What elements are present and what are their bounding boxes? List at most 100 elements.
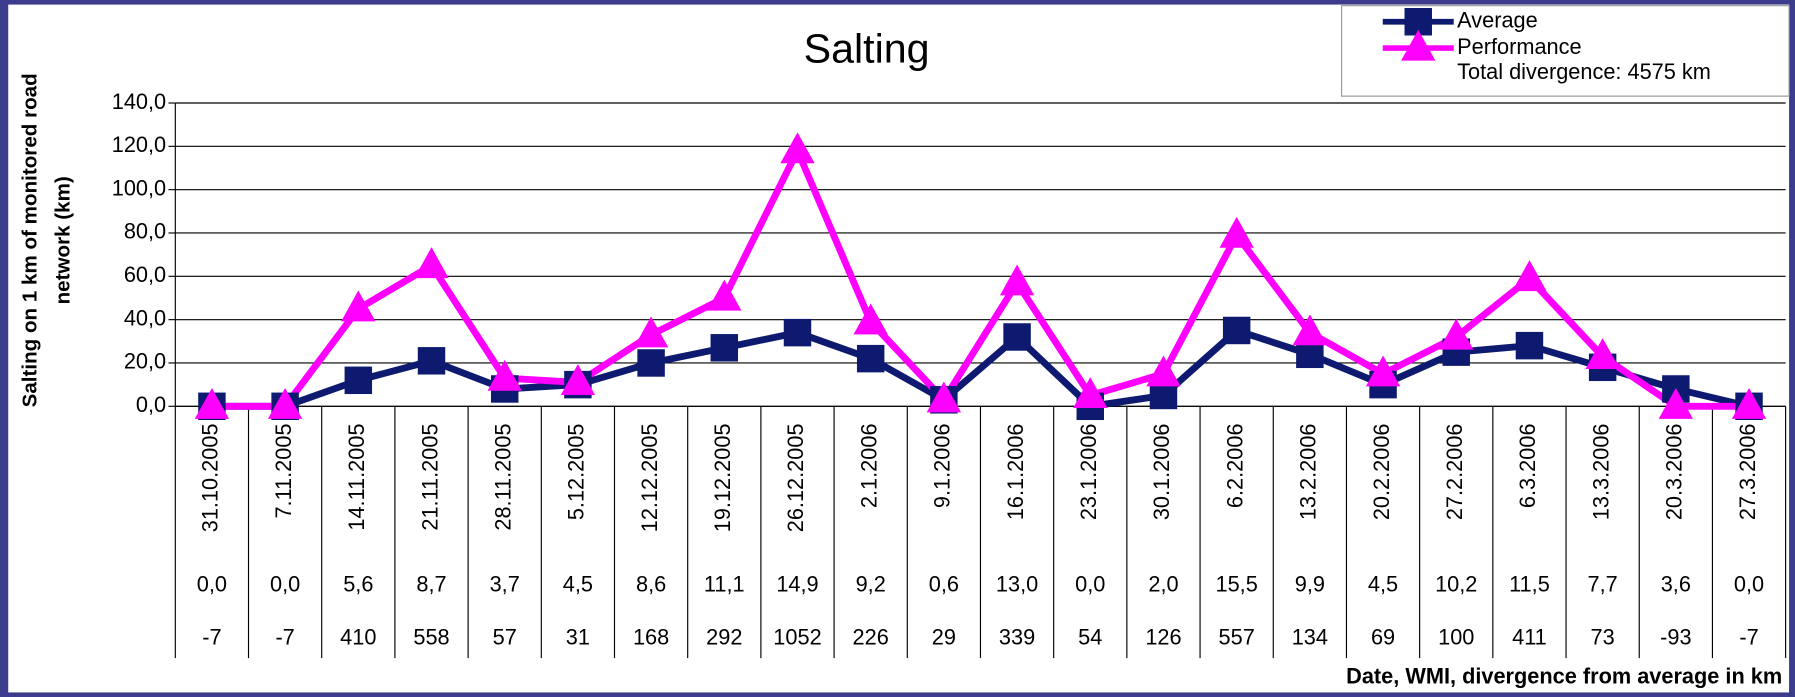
wmi-cell: 4,5 xyxy=(563,572,593,597)
x-tick-label: 27.3.2006 xyxy=(1735,423,1760,520)
divergence-cell: 29 xyxy=(932,624,956,649)
x-tick-label: 16.1.2006 xyxy=(1003,423,1028,520)
divergence-cell: 31 xyxy=(566,624,590,649)
wmi-cell: 8,6 xyxy=(636,572,666,597)
x-tick-label: 31.10.2005 xyxy=(198,423,223,532)
divergence-cell: -7 xyxy=(1739,624,1758,649)
y-tick-label: 40,0 xyxy=(124,305,166,330)
x-tick-label: 19.12.2005 xyxy=(710,423,735,532)
legend-label: Average xyxy=(1457,7,1538,32)
marker-triangle xyxy=(414,247,449,279)
x-tick-label: 5.12.2005 xyxy=(564,423,589,520)
y-tick-label: 0,0 xyxy=(136,392,166,417)
x-tick-label: 2.1.2006 xyxy=(856,423,881,508)
divergence-cell: 1052 xyxy=(773,624,821,649)
marker-triangle xyxy=(1439,318,1474,350)
x-tick-label: 26.12.2005 xyxy=(783,423,808,532)
wmi-cell: 11,1 xyxy=(704,572,745,597)
wmi-cell: 0,6 xyxy=(929,572,959,597)
x-axis-label: Date, WMI, divergence from average in km xyxy=(1346,663,1782,688)
x-tick-label: 21.11.2005 xyxy=(417,423,442,530)
y-tick-label: 60,0 xyxy=(124,262,166,287)
wmi-cell: 0,0 xyxy=(197,572,227,597)
divergence-cell: 339 xyxy=(999,624,1035,649)
marker-triangle xyxy=(194,387,230,419)
wmi-cell: 2,0 xyxy=(1148,572,1178,597)
wmi-cell: 4,5 xyxy=(1368,572,1398,597)
divergence-cell: 410 xyxy=(340,624,376,649)
divergence-cell: 100 xyxy=(1438,624,1474,649)
divergence-cell: 54 xyxy=(1078,624,1102,649)
marker-triangle xyxy=(1073,377,1108,409)
x-tick-label: 7.11.2005 xyxy=(271,423,296,518)
marker-triangle xyxy=(1292,314,1328,346)
marker-square xyxy=(1003,323,1031,351)
marker-square xyxy=(1515,331,1544,360)
wmi-cell: 10,2 xyxy=(1435,572,1477,597)
y-tick-label: 100,0 xyxy=(112,175,166,200)
wmi-cell: 13,0 xyxy=(996,572,1038,597)
marker-triangle xyxy=(633,316,669,348)
x-tick-label: 20.2.2006 xyxy=(1369,423,1394,520)
x-tick-label: 6.3.2006 xyxy=(1515,423,1540,508)
wmi-cell: 5,6 xyxy=(343,572,373,597)
wmi-cell: 8,7 xyxy=(416,572,446,597)
marker-square xyxy=(1222,316,1251,345)
y-axis-label: Salting on 1 km of monitored road xyxy=(19,73,42,407)
divergence-cell: 557 xyxy=(1219,624,1255,649)
x-tick-label: 9.1.2006 xyxy=(930,423,955,508)
marker-triangle xyxy=(1512,260,1547,292)
marker-square xyxy=(710,334,739,362)
wmi-cell: 14,9 xyxy=(776,572,818,597)
divergence-cell: 57 xyxy=(493,624,517,649)
divergence-cell: 134 xyxy=(1292,624,1328,649)
marker-triangle xyxy=(1585,338,1620,370)
divergence-cell: 558 xyxy=(413,624,449,649)
wmi-cell: 15,5 xyxy=(1216,572,1258,597)
marker-square xyxy=(344,366,373,395)
divergence-cell: -93 xyxy=(1660,624,1691,649)
wmi-cell: 3,7 xyxy=(490,572,520,597)
chart-title: Salting xyxy=(804,25,930,71)
wmi-cell: 0,0 xyxy=(1734,572,1764,597)
marker-triangle xyxy=(780,132,815,164)
marker-triangle xyxy=(1365,355,1401,387)
x-tick-label: 13.2.2006 xyxy=(1296,423,1321,520)
marker-triangle xyxy=(999,264,1035,296)
divergence-cell: 69 xyxy=(1371,624,1395,649)
marker-triangle xyxy=(487,359,522,391)
marker-square xyxy=(856,344,885,373)
marker-square xyxy=(783,318,812,347)
divergence-cell: 226 xyxy=(853,624,889,649)
wmi-cell: 7,7 xyxy=(1588,572,1618,597)
legend-label: Performance xyxy=(1457,34,1581,59)
y-tick-label: 120,0 xyxy=(112,132,166,157)
y-tick-label: 80,0 xyxy=(124,219,166,244)
x-tick-label: 13.3.2006 xyxy=(1588,423,1613,520)
x-tick-label: 30.1.2006 xyxy=(1149,423,1174,520)
wmi-cell: 0,0 xyxy=(1075,572,1105,597)
marker-triangle xyxy=(707,279,742,311)
x-tick-label: 20.3.2006 xyxy=(1662,423,1687,520)
divergence-cell: 168 xyxy=(633,624,669,649)
divergence-cell: -7 xyxy=(202,624,221,649)
marker-square xyxy=(417,347,446,375)
x-tick-label: 28.11.2005 xyxy=(490,423,515,530)
x-tick-label: 14.11.2005 xyxy=(344,423,369,530)
divergence-cell: -7 xyxy=(275,624,294,649)
series-line xyxy=(211,327,1750,410)
x-tick-label: 27.2.2006 xyxy=(1442,423,1467,520)
marker-triangle xyxy=(853,303,888,335)
divergence-cell: 126 xyxy=(1145,624,1181,649)
legend-annotation: Total divergence: 4575 km xyxy=(1457,59,1711,84)
wmi-cell: 9,9 xyxy=(1295,572,1325,597)
marker-triangle xyxy=(267,387,303,419)
marker-square xyxy=(637,349,665,377)
marker-triangle xyxy=(1658,387,1694,419)
y-tick-label: 140,0 xyxy=(112,89,166,114)
wmi-cell: 0,0 xyxy=(270,572,300,597)
divergence-cell: 73 xyxy=(1591,624,1615,649)
marker-triangle xyxy=(341,290,376,322)
